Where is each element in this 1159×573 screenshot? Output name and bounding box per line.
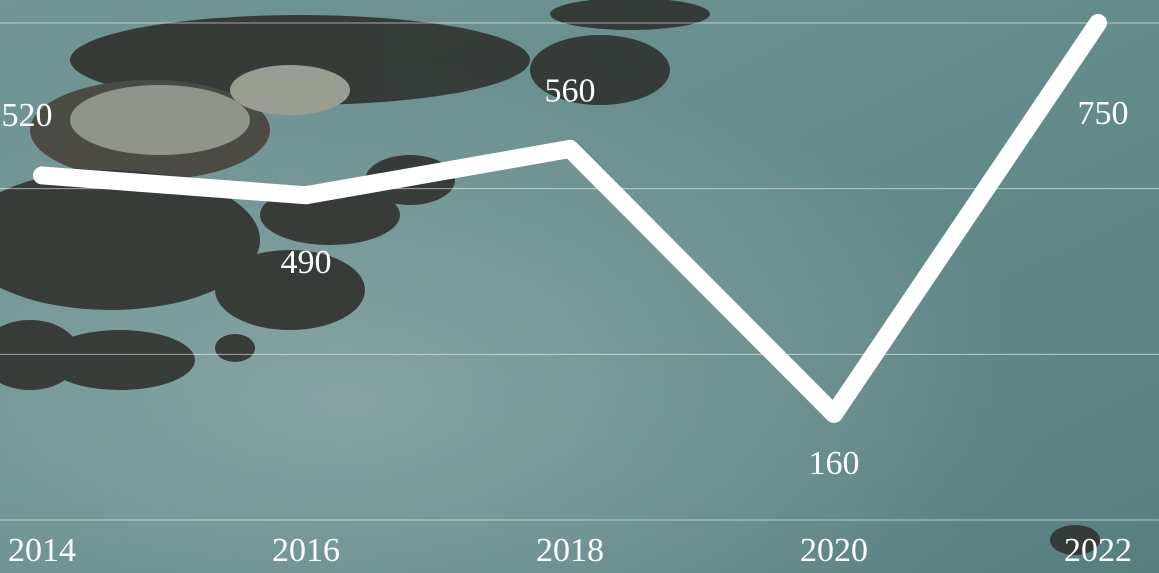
data-label: 160 — [809, 445, 860, 482]
x-tick-label: 2020 — [800, 532, 868, 569]
x-tick-label: 2018 — [536, 532, 604, 569]
x-tick-label: 2014 — [8, 532, 76, 569]
data-label: 560 — [545, 73, 596, 110]
x-tick-label: 2022 — [1064, 532, 1132, 569]
page: 20142016201820202022520490560160750 (() … — [0, 0, 1159, 573]
data-label: 750 — [1078, 95, 1129, 132]
data-label: 520 — [2, 97, 53, 134]
data-label: 490 — [281, 244, 332, 281]
chart: 2014 2016 2018 2020 2022 520 490 560 160 750 — [0, 0, 1159, 573]
x-tick-label: 2016 — [272, 532, 340, 569]
